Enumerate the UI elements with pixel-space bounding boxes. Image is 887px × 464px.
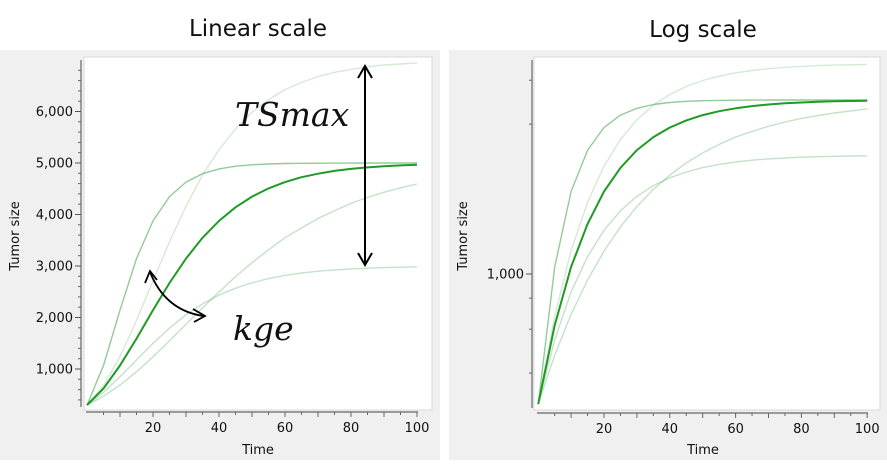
y-tick-label: 3,000 [36, 260, 73, 275]
tsmax-label: TSmax [235, 95, 350, 134]
series-line-fast [86, 162, 417, 406]
series-lines [86, 62, 418, 406]
x-tick-label: 40 [662, 422, 679, 437]
series-line-low [86, 266, 418, 406]
x-tick-label: 100 [855, 422, 880, 437]
y-tick-label: 4,000 [36, 208, 73, 223]
kge-label: kge [233, 309, 294, 348]
x-axis-label: Time [241, 443, 274, 458]
tsmax-annotation: TSmax [235, 64, 373, 267]
x-tick-label: 80 [793, 422, 810, 437]
chart-title: Linear scale [189, 16, 327, 42]
series-line-slow [86, 183, 418, 406]
arrow-head [192, 308, 207, 323]
y-axis-label: Tumor size [8, 201, 23, 272]
x-tick-label: 80 [343, 421, 360, 436]
y-tick-label: 2,000 [36, 311, 73, 326]
axes: 1,000 2,000 3,000 4,000 5,000 6,000 20 40 60 80 10… [36, 60, 430, 436]
linear-scale-panel: Linear scale Time Tumor size 1,000 2,000 3… [0, 16, 440, 460]
y-tick-label: 1,000 [487, 268, 524, 283]
plot-area [83, 56, 433, 411]
x-tick-label: 40 [211, 421, 228, 436]
series-line-slow [537, 108, 868, 405]
x-axis-label: Time [686, 443, 719, 458]
series-line-low [537, 155, 868, 405]
series-line-high [537, 63, 868, 405]
series-line-fast [537, 99, 868, 405]
y-axis-label: Tumor size [456, 201, 471, 272]
curved-arrow-icon [149, 271, 204, 317]
kge-annotation: kge [144, 269, 294, 348]
x-tick-label: 60 [277, 421, 294, 436]
chart-title: Log scale [649, 17, 757, 43]
series-line-reference [86, 163, 418, 406]
x-tick-label: 20 [145, 421, 162, 436]
series-lines [537, 63, 868, 405]
x-tick-label: 20 [596, 422, 613, 437]
y-tick-label: 1,000 [36, 363, 73, 378]
series-line-high [86, 62, 418, 406]
axes: 1,000 20 40 60 80 100 [487, 60, 880, 437]
plot-area [533, 56, 881, 411]
arrow-head-up [357, 64, 373, 79]
y-tick-label: 6,000 [36, 105, 73, 120]
x-tick-label: 60 [727, 422, 744, 437]
series-line-reference [537, 99, 868, 405]
arrow-head [144, 269, 158, 284]
x-tick-label: 100 [405, 421, 430, 436]
y-tick-label: 5,000 [36, 157, 73, 172]
arrow-head-down [357, 252, 373, 267]
